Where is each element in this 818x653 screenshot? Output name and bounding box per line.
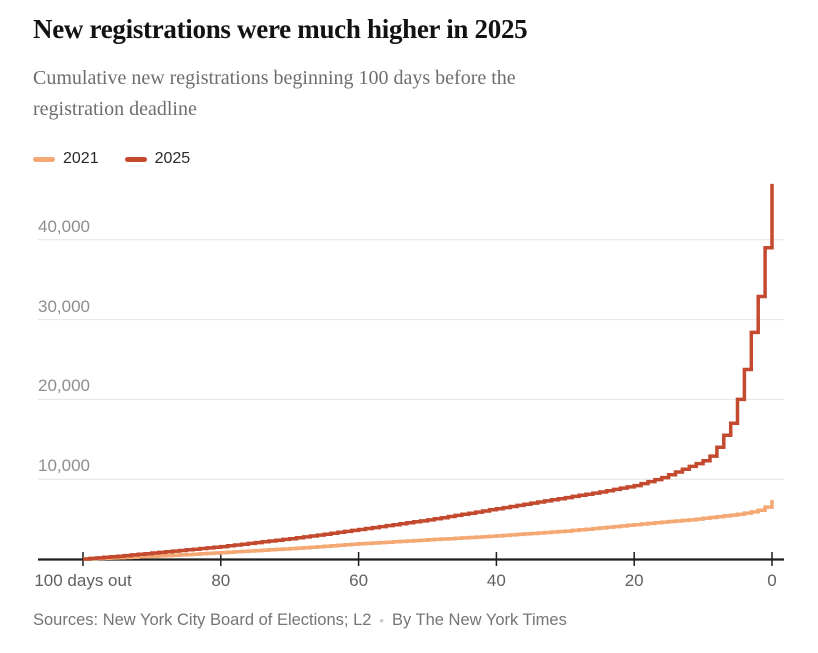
x-axis-tick-label-0: 0 [767,571,777,590]
legend-label-2021: 2021 [63,150,99,167]
legend-item-2025: 2025 [124,150,191,168]
legend-item-2021: 2021 [33,150,99,168]
legend-swatch-2025-icon [124,156,147,162]
page-title: New registrations were much higher in 20… [33,14,528,44]
series-line-2021 [83,499,774,561]
y-axis-tick-label-40000: 40,000 [38,216,90,236]
y-axis-tick-label-30000: 30,000 [38,296,90,316]
x-axis-tick-label-80: 80 [211,571,231,590]
subtitle-line-2: registration deadline [33,98,197,120]
y-axis-tick-label-20000: 20,000 [38,376,90,396]
series-line-2025 [83,183,774,561]
legend-swatch-2021-icon [33,156,55,162]
y-axis-tick-label-10000: 10,000 [38,456,90,476]
x-axis-tick-label-40: 40 [486,571,506,590]
page-subtitle: Cumulative new registrations beginning 1… [33,63,516,125]
x-axis-tick-label-20: 20 [624,571,644,590]
chart-legend: 2021 2025 [33,150,190,168]
byline-text: By The New York Times [391,611,567,629]
dot-separator-icon: • [379,613,384,628]
legend-label-2025: 2025 [154,150,191,167]
sources-text: Sources: New York City Board of Election… [33,611,372,629]
x-axis-tick-label-60: 60 [349,571,369,590]
x-axis-tick-label-100: 100 days out [34,571,132,590]
subtitle-line-1: Cumulative new registrations beginning 1… [33,67,516,89]
source-line: Sources: New York City Board of Election… [33,611,567,630]
